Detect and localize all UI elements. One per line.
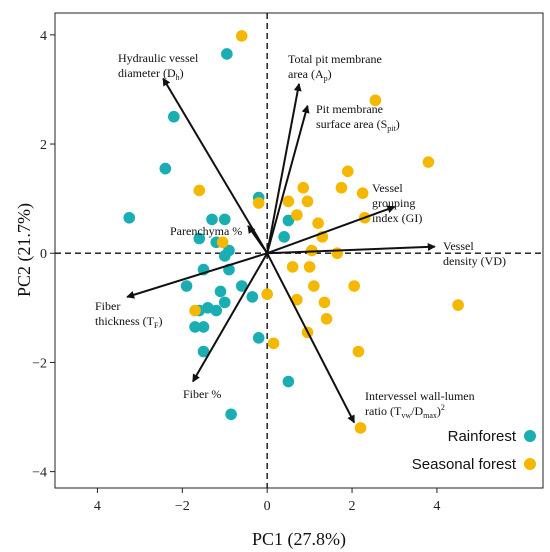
legend-label: Seasonal forest xyxy=(412,456,517,473)
seasonal-forest-point xyxy=(312,217,324,230)
rainforest-point xyxy=(221,48,233,60)
seasonal-forest-point xyxy=(297,181,310,194)
rainforest-point xyxy=(197,345,210,358)
x-tick-label: 0 xyxy=(264,499,271,514)
loading-label: Total pit membrane area (Ap) xyxy=(288,52,382,83)
loading-arrow xyxy=(247,225,268,254)
seasonal-forest-point xyxy=(216,236,229,249)
loading-label: Hydraulic vessel diameter (Dh) xyxy=(118,51,199,82)
seasonal-forest-point xyxy=(252,197,265,209)
seasonal-forest-point xyxy=(422,156,435,168)
rainforest-point xyxy=(252,332,265,344)
rainforest-point xyxy=(225,408,237,421)
loading-arrow xyxy=(266,205,396,255)
seasonal-forest-point xyxy=(318,296,331,309)
rainforest-point xyxy=(189,321,201,333)
y-tick-label: 4 xyxy=(40,29,47,44)
seasonal-forest-point xyxy=(369,94,382,107)
loading-label: Intervessel wall-lumen ratio (Tvw/Dmax)2 xyxy=(365,389,475,420)
rainforest-point xyxy=(180,280,193,292)
seasonal-forest-point xyxy=(193,184,206,197)
x-tick-label: 4 xyxy=(94,499,101,514)
x-tick-label: 2 xyxy=(349,499,356,514)
x-axis-title: PC1 (27.8%) xyxy=(252,529,346,550)
seasonal-forest-point xyxy=(286,261,299,273)
y-axis-title: PC2 (21.7%) xyxy=(14,203,35,297)
loading-arrow xyxy=(266,104,310,254)
loading-label: Vessel density (VD) xyxy=(443,239,506,268)
seasonal-forest-point xyxy=(261,288,273,300)
seasonal-forest-point xyxy=(308,280,320,292)
loading-label: Vessel grouping index (GI) xyxy=(372,181,422,225)
loading-arrow xyxy=(192,252,269,383)
seasonal-forest-point xyxy=(331,247,343,260)
loading-arrow xyxy=(266,82,302,254)
rainforest-point xyxy=(193,232,206,245)
seasonal-forest-point xyxy=(354,422,367,434)
seasonal-forest-point xyxy=(267,337,280,350)
y-tick-label: 2 xyxy=(40,138,47,153)
plot-frame xyxy=(54,12,544,489)
loading-vectors xyxy=(126,77,436,424)
rainforest-point xyxy=(218,213,231,226)
loading-label: Pit membrane surface area (Spit) xyxy=(316,102,400,133)
seasonal-forest-point xyxy=(335,181,348,194)
legend-swatch xyxy=(524,430,536,442)
rainforest-point xyxy=(168,110,180,123)
loading-label: Fiber % xyxy=(183,387,221,401)
seasonal-forest-point xyxy=(235,30,248,42)
x-tick-label: −2 xyxy=(175,499,190,514)
x-axis-ticks: 4 −2 0 2 4 xyxy=(94,488,440,514)
rainforest-point xyxy=(218,296,231,309)
loading-label: Fiber thickness (TF) xyxy=(95,299,162,330)
loading-label: Parenchyma % xyxy=(170,224,242,238)
y-tick-label: 0 xyxy=(40,247,47,262)
rainforest-point xyxy=(282,375,295,388)
x-tick-label: 4 xyxy=(433,499,440,514)
seasonal-forest-point xyxy=(291,209,303,221)
seasonal-forest-point xyxy=(291,293,303,306)
seasonal-forest-point xyxy=(342,165,354,178)
loading-labels: Hydraulic vessel diameter (Dh) Total pit m… xyxy=(95,51,506,420)
seasonal-forest-point xyxy=(282,195,295,208)
rainforest-point xyxy=(246,291,259,303)
rainforest-point xyxy=(197,321,210,333)
rainforest-point xyxy=(214,285,227,298)
loading-arrow xyxy=(266,252,356,424)
rainforest-point xyxy=(235,280,248,292)
rainforest-point xyxy=(123,211,136,224)
legend-swatch xyxy=(524,458,536,470)
legend-label: Rainforest xyxy=(448,428,517,445)
rainforest-point xyxy=(282,214,295,227)
rainforest-point xyxy=(278,231,290,243)
loading-arrow xyxy=(267,242,436,255)
y-axis-ticks: −4 −2 0 2 4 xyxy=(32,29,55,481)
legend: Rainforest Seasonal forest xyxy=(412,428,536,473)
y-tick-label: −4 xyxy=(32,466,47,481)
loading-arrow xyxy=(162,77,269,254)
seasonal-forest-point xyxy=(352,345,365,358)
seasonal-forest-point xyxy=(452,299,464,311)
y-tick-label: −2 xyxy=(32,356,47,371)
rainforest-point xyxy=(159,162,172,175)
rainforest-point xyxy=(206,213,218,226)
seasonal-forest-point xyxy=(356,187,369,199)
data-points xyxy=(123,30,464,434)
rainforest-point xyxy=(218,250,231,262)
seasonal-forest-point xyxy=(348,280,360,292)
seasonal-forest-point xyxy=(301,195,314,208)
seasonal-forest-point xyxy=(303,261,316,273)
seasonal-forest-point xyxy=(189,304,201,317)
seasonal-forest-point xyxy=(320,312,333,325)
loading-arrow xyxy=(126,252,268,299)
